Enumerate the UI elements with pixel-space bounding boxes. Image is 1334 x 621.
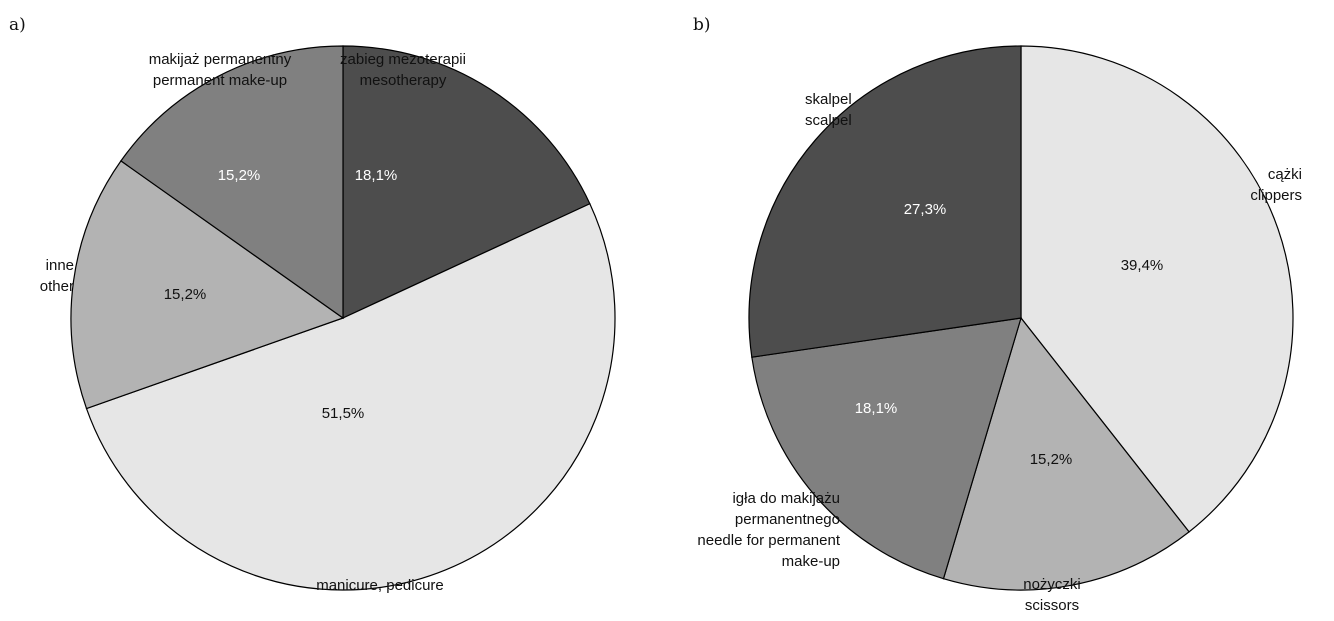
pie-slice: [748, 45, 1022, 358]
pie-slice: [85, 202, 616, 591]
pie-slice: [120, 45, 344, 320]
slice-category-label: cążki clippers: [1250, 166, 1302, 204]
slice-percent-label: 15,2%: [218, 167, 261, 184]
slice-percent-label: 18,1%: [855, 400, 898, 417]
panel-letter-b: b): [693, 15, 711, 35]
slice-category-label: igła do makijażu permanentnego needle for …: [697, 490, 840, 570]
pie-slice: [70, 160, 345, 410]
slice-category-label: nożyczki scissors: [1023, 576, 1081, 614]
slice-category-label: inne other: [40, 257, 74, 295]
slice-category-label: makijaż permanentny permanent make-up: [149, 51, 292, 89]
panel-letter-a: a): [9, 15, 26, 35]
slice-category-label: zabieg mezoterapii mesotherapy: [340, 51, 466, 89]
slice-percent-label: 39,4%: [1121, 257, 1164, 274]
slice-percent-label: 51,5%: [322, 405, 365, 422]
pie-slice: [1020, 45, 1294, 533]
pie-slice: [751, 317, 1022, 580]
pie-chart-b: b) 39,4% 15,2% 18,1% 27,3% cążki clippers noży…: [693, 15, 1302, 614]
pie-chart-a: a) 18,1% 51,5% 15,2% 15,2% zabieg mezoterapi…: [9, 15, 616, 594]
pie-slice: [342, 45, 591, 319]
slice-percent-label: 27,3%: [904, 201, 947, 218]
slice-category-label: manicure, pedicure: [316, 577, 444, 594]
pie-slice: [942, 316, 1190, 591]
slice-percent-label: 15,2%: [1030, 451, 1073, 468]
slice-percent-label: 18,1%: [355, 167, 398, 184]
slice-percent-label: 15,2%: [164, 286, 207, 303]
slice-category-label: skalpel scalpel: [805, 91, 852, 129]
